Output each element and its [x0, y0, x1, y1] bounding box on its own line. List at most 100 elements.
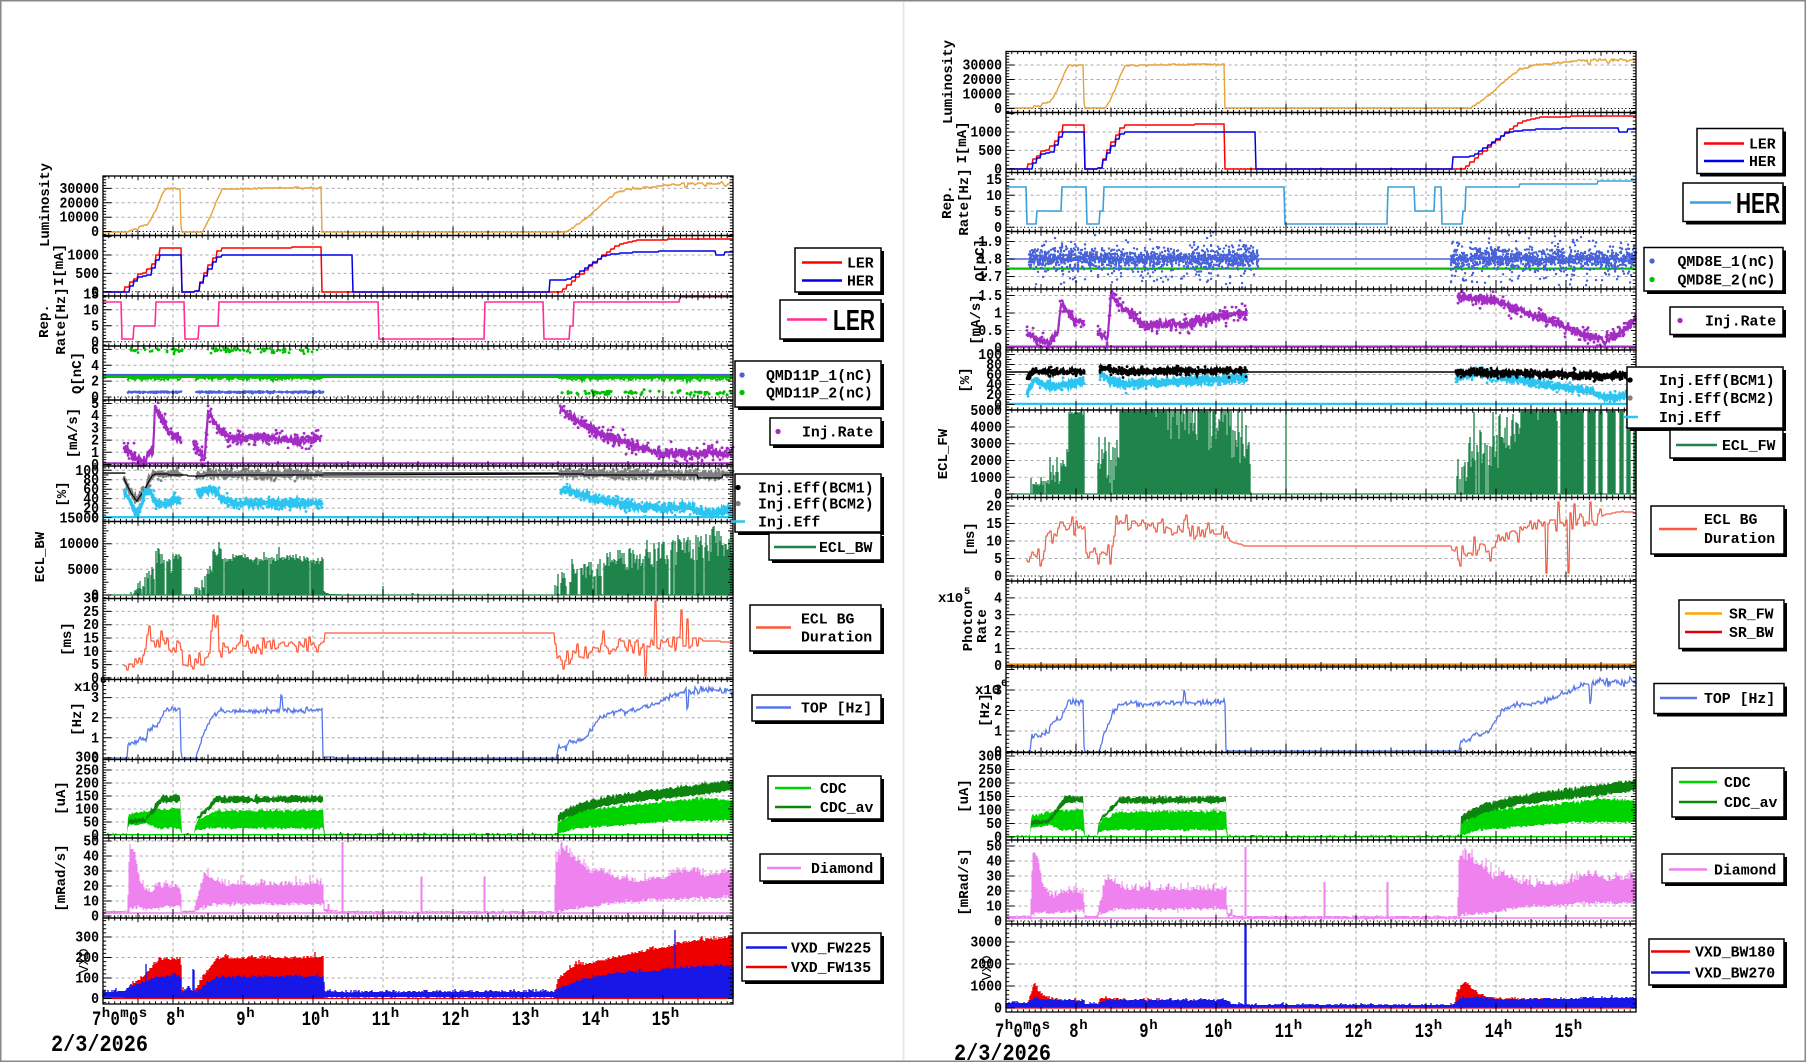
svg-text:0: 0 [994, 488, 1002, 504]
svg-text:Inj.Eff: Inj.Eff [758, 515, 820, 532]
svg-text:50: 50 [83, 816, 99, 832]
svg-text:15: 15 [1555, 1021, 1574, 1044]
svg-text:h: h [531, 1006, 539, 1022]
svg-text:30: 30 [986, 870, 1002, 886]
svg-text:Rate[Hz]: Rate[Hz] [54, 287, 70, 354]
svg-text:2/3/2026: 2/3/2026 [954, 1041, 1051, 1062]
svg-text:s: s [139, 1006, 147, 1022]
svg-text:100: 100 [978, 804, 1002, 820]
svg-text:40: 40 [83, 492, 99, 508]
svg-text:h: h [1294, 1018, 1302, 1034]
svg-text:s: s [1042, 1018, 1050, 1034]
svg-text:0: 0 [994, 659, 1002, 675]
svg-text:m: m [120, 1006, 128, 1022]
svg-text:SR_BW: SR_BW [1729, 625, 1774, 642]
svg-text:[%]: [%] [958, 367, 974, 392]
svg-text:50: 50 [83, 835, 99, 851]
svg-text:60: 60 [83, 483, 99, 499]
svg-text:VXD_FW225: VXD_FW225 [791, 941, 871, 958]
svg-text:1: 1 [91, 731, 99, 747]
svg-text:0: 0 [994, 342, 1002, 358]
svg-text:6: 6 [91, 343, 99, 359]
svg-text:ECL_BW: ECL_BW [33, 531, 49, 582]
svg-text:100: 100 [75, 972, 99, 988]
svg-text:LER: LER [833, 305, 875, 337]
svg-text:h: h [176, 1006, 184, 1022]
svg-text:10: 10 [302, 1009, 321, 1032]
svg-text:ECL_FW: ECL_FW [936, 428, 952, 479]
svg-text:2: 2 [994, 625, 1002, 641]
svg-text:ECL_BW: ECL_BW [819, 540, 872, 557]
svg-text:3: 3 [91, 691, 99, 707]
svg-text:0: 0 [994, 221, 1002, 237]
svg-text:40: 40 [986, 378, 1002, 394]
svg-text:Luminosity: Luminosity [941, 39, 957, 124]
svg-text:h: h [601, 1006, 609, 1022]
svg-text:5: 5 [91, 319, 99, 335]
svg-text:2: 2 [994, 704, 1002, 720]
svg-text:x10: x10 [74, 680, 99, 696]
svg-text:[%]: [%] [55, 481, 71, 506]
svg-text:4: 4 [91, 359, 99, 375]
svg-text:1.5: 1.5 [978, 289, 1002, 305]
svg-text:250: 250 [75, 764, 99, 780]
svg-text:QMD8E_1(nC): QMD8E_1(nC) [1678, 254, 1776, 271]
svg-text:200: 200 [75, 951, 99, 967]
svg-text:ECL BG: ECL BG [801, 612, 854, 629]
svg-text:h: h [671, 1006, 679, 1022]
svg-text:CDC_av: CDC_av [1724, 795, 1777, 812]
svg-text:10000: 10000 [60, 211, 100, 227]
svg-text:11: 11 [372, 1009, 391, 1032]
svg-text:Rep.: Rep. [37, 304, 53, 338]
svg-text:1.8: 1.8 [978, 253, 1002, 269]
svg-text:0: 0 [91, 829, 99, 845]
svg-text:h: h [246, 1006, 254, 1022]
svg-text:6: 6 [100, 675, 106, 687]
svg-text:150: 150 [75, 790, 99, 806]
svg-text:0.5: 0.5 [978, 324, 1002, 340]
svg-text:LER: LER [847, 256, 874, 273]
svg-text:14: 14 [582, 1009, 601, 1032]
svg-text:0: 0 [994, 831, 1002, 847]
svg-text:10: 10 [83, 895, 99, 911]
svg-text:10000: 10000 [60, 537, 100, 553]
svg-text:20: 20 [83, 618, 99, 634]
svg-text:40: 40 [83, 850, 99, 866]
svg-text:TOP [Hz]: TOP [Hz] [1704, 691, 1775, 708]
svg-text:15: 15 [986, 517, 1002, 533]
svg-text:100: 100 [75, 803, 99, 819]
svg-text:0: 0 [91, 751, 99, 767]
svg-text:1000: 1000 [970, 980, 1002, 996]
svg-text:x10: x10 [975, 683, 1000, 699]
svg-text:15000: 15000 [60, 512, 100, 528]
svg-text:10: 10 [986, 535, 1002, 551]
svg-text:Diamond: Diamond [1714, 863, 1776, 880]
svg-text:0: 0 [91, 391, 99, 407]
svg-text:LER: LER [1749, 137, 1776, 154]
svg-text:0: 0 [994, 745, 1002, 761]
svg-text:9: 9 [1139, 1021, 1148, 1044]
svg-text:1: 1 [994, 642, 1002, 658]
svg-text:[ms]: [ms] [963, 522, 979, 556]
svg-text:Inj.Eff(BCM2): Inj.Eff(BCM2) [758, 497, 874, 514]
svg-text:20: 20 [83, 502, 99, 518]
svg-text:8: 8 [166, 1009, 175, 1032]
svg-text:h: h [1504, 1018, 1512, 1034]
svg-text:500: 500 [75, 267, 99, 283]
svg-text:500: 500 [978, 144, 1002, 160]
svg-text:20000: 20000 [963, 73, 1003, 89]
svg-text:3000: 3000 [970, 936, 1002, 952]
svg-text:15: 15 [986, 173, 1002, 189]
svg-text:0: 0 [111, 1009, 120, 1032]
svg-text:4000: 4000 [970, 421, 1002, 437]
svg-text:20: 20 [986, 885, 1002, 901]
svg-text:1000: 1000 [970, 471, 1002, 487]
svg-text:0: 0 [994, 102, 1002, 118]
svg-text:2000: 2000 [970, 958, 1002, 974]
svg-text:6: 6 [1001, 678, 1007, 690]
svg-text:1: 1 [994, 725, 1002, 741]
svg-text:20: 20 [83, 880, 99, 896]
svg-text:0: 0 [91, 335, 99, 351]
svg-text:0: 0 [1032, 1021, 1041, 1044]
svg-text:0: 0 [994, 570, 1002, 586]
